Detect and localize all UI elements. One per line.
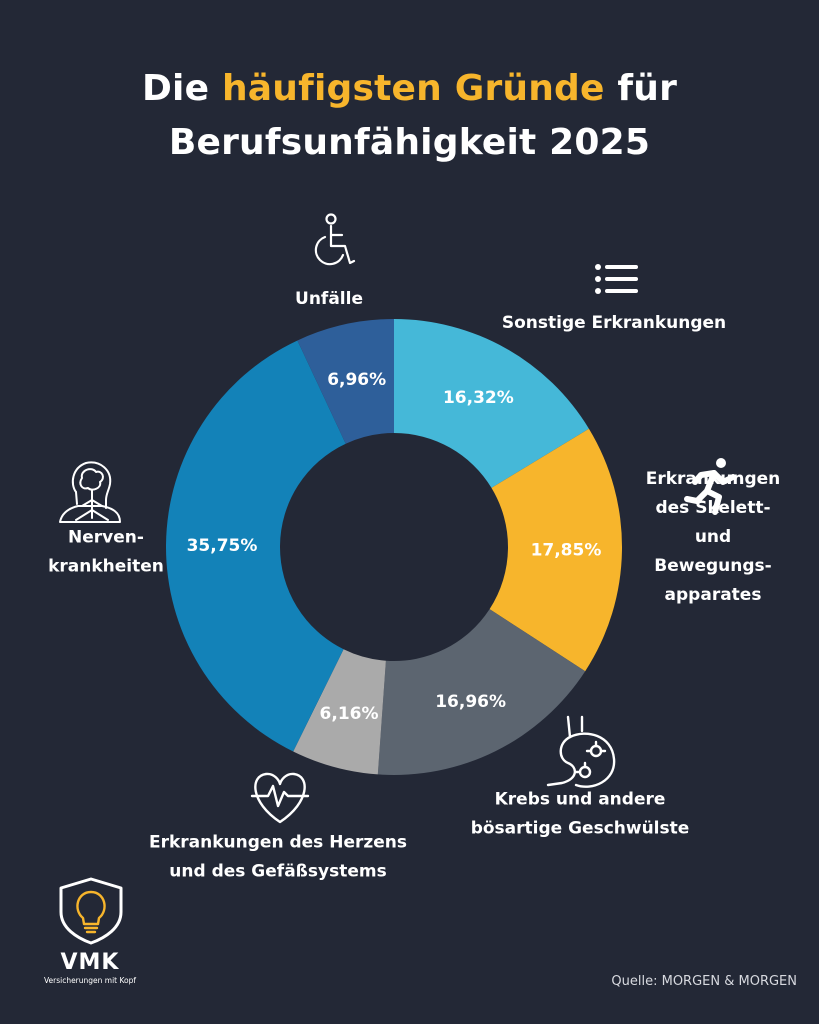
logo-tagline: Versicherungen mit Kopf bbox=[43, 976, 137, 985]
title-line-2: Berufsunfähigkeit 2025 bbox=[168, 122, 651, 163]
value-labels: 16,32% 17,85% 16,96% 6,16% 35,75% 6,96% bbox=[187, 370, 602, 724]
wheelchair-icon bbox=[314, 213, 356, 266]
list-icon bbox=[595, 264, 638, 294]
logo-name: VMK bbox=[60, 950, 120, 975]
slice-value-label: 6,16% bbox=[320, 704, 379, 724]
title-line-1: Die häufigsten Gründe für bbox=[0, 62, 819, 116]
slice-6 bbox=[297, 319, 394, 444]
category-label: Krebs und andere bösartige Geschwülste bbox=[471, 790, 690, 839]
slice-value-label: 16,96% bbox=[435, 692, 506, 712]
page-title: Die häufigsten Gründe für Berufsunfähigk… bbox=[0, 62, 819, 170]
title-post: für bbox=[617, 68, 678, 109]
source-note: Quelle: MORGEN & MORGEN bbox=[611, 974, 797, 989]
slice-1 bbox=[394, 319, 589, 488]
category-label: Erkrankungen des Herzens und des Gefäßsys… bbox=[149, 833, 407, 882]
slice-5 bbox=[166, 340, 346, 752]
category-label: Unfälle bbox=[295, 289, 363, 309]
heart-pulse-icon bbox=[250, 772, 310, 824]
slice-2 bbox=[489, 428, 622, 672]
running-person-icon bbox=[684, 458, 736, 515]
title-highlight: häufigsten Gründe bbox=[221, 68, 605, 109]
category-label: Erkrankungen des Skelett-und Bewegungs-app… bbox=[646, 469, 781, 605]
slice-3 bbox=[377, 609, 586, 775]
donut-slices bbox=[166, 319, 622, 775]
title-pre: Die bbox=[141, 68, 210, 109]
slice-value-label: 35,75% bbox=[187, 536, 258, 556]
logo: VMK Versicherungen mit Kopf bbox=[40, 950, 140, 985]
lightbulb-shield-icon bbox=[59, 877, 123, 945]
slice-value-label: 6,96% bbox=[327, 370, 386, 390]
category-labels: Sonstige Erkrankungen Erkrankungen des Ske… bbox=[48, 289, 780, 882]
slice-4 bbox=[293, 649, 386, 775]
slice-value-label: 16,32% bbox=[443, 388, 514, 408]
brain-head-icon bbox=[59, 461, 121, 523]
category-label: Nerven-krankheiten bbox=[48, 528, 164, 577]
stomach-icon bbox=[546, 715, 616, 788]
slice-value-label: 17,85% bbox=[531, 541, 602, 561]
category-label: Sonstige Erkrankungen bbox=[502, 313, 726, 333]
